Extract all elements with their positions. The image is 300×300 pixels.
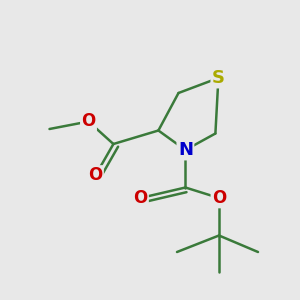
Text: O: O <box>81 112 96 130</box>
Text: O: O <box>133 189 148 207</box>
Text: O: O <box>88 167 103 184</box>
Text: S: S <box>212 69 225 87</box>
Text: N: N <box>178 141 193 159</box>
Text: O: O <box>212 189 226 207</box>
